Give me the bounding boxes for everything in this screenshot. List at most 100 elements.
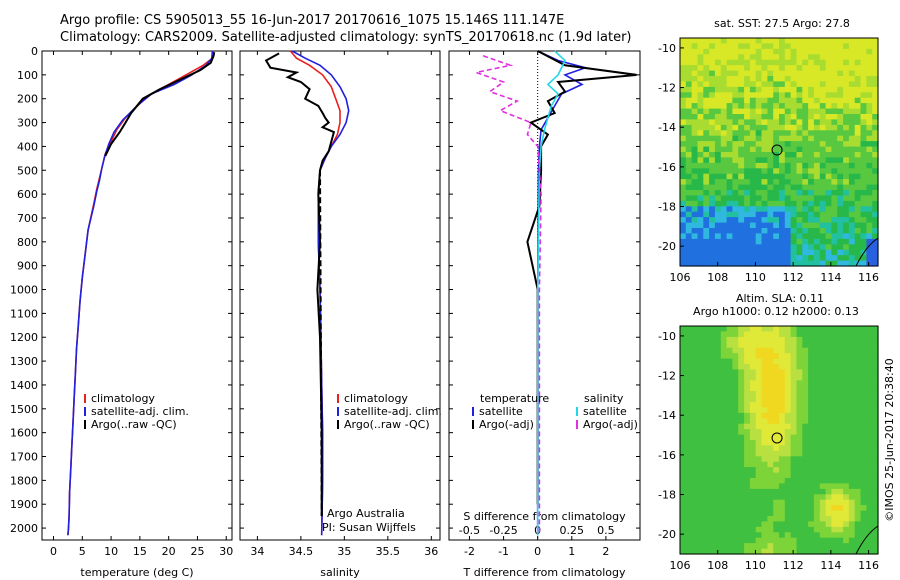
x-tick-label-difference: 2 bbox=[602, 545, 609, 558]
legend-diff-sal-label: satellite bbox=[583, 405, 627, 418]
x-tick-label-salinity: 35 bbox=[337, 545, 351, 558]
map-x-tick-label-sst-map: 110 bbox=[745, 271, 766, 284]
annotation-argo-australia: Argo Australia bbox=[327, 507, 405, 520]
map-y-tick-label-sla-map: -12 bbox=[658, 370, 676, 383]
series-line-temperature-2 bbox=[104, 52, 216, 157]
map-y-tick-label-sst-map: -20 bbox=[658, 240, 676, 253]
y-tick-label: 300 bbox=[17, 117, 38, 130]
x2-axis-label: S difference from climatology bbox=[463, 510, 626, 523]
legend-temperature-label: satellite-adj. clim. bbox=[91, 405, 189, 418]
argo-deep-dashed bbox=[319, 170, 323, 517]
map-y-tick-label-sst-map: -10 bbox=[658, 42, 676, 55]
map-y-tick-label-sla-map: -18 bbox=[658, 489, 676, 502]
x-tick-label-difference: -2 bbox=[464, 545, 475, 558]
map-x-tick-label-sla-map: 108 bbox=[707, 559, 728, 572]
map-sla-map bbox=[680, 326, 879, 555]
y-tick-label: 700 bbox=[17, 212, 38, 225]
coastline bbox=[855, 237, 879, 267]
annotation-pi: PI: Susan Wijffels bbox=[322, 521, 416, 534]
map-frame-sla-map bbox=[679, 325, 879, 555]
map-x-tick-label-sst-map: 112 bbox=[783, 271, 804, 284]
map-x-tick-label-sla-map: 116 bbox=[858, 559, 879, 572]
x-tick-label-difference: -1 bbox=[498, 545, 509, 558]
y-tick-label: 1400 bbox=[10, 379, 38, 392]
x-tick-label-difference: 0 bbox=[534, 545, 541, 558]
argo-position-marker-sst-map bbox=[771, 144, 783, 156]
y-tick-label: 1800 bbox=[10, 474, 38, 487]
map-x-tick-label-sst-map: 106 bbox=[670, 271, 691, 284]
x-tick-label-salinity: 34 bbox=[250, 545, 264, 558]
map-frame-sst-map bbox=[679, 37, 879, 267]
map-x-tick-label-sst-map: 114 bbox=[820, 271, 841, 284]
series-line-difference-2 bbox=[536, 50, 566, 536]
x-axis-label-salinity: salinity bbox=[320, 566, 360, 579]
y-tick-label: 2000 bbox=[10, 522, 38, 535]
x-tick-label-salinity: 34.5 bbox=[289, 545, 314, 558]
legend-diff-salinity-heading: salinity bbox=[584, 392, 624, 405]
map-title-sst: sat. SST: 27.5 Argo: 27.8 bbox=[714, 17, 850, 30]
legend-temperature-label: Argo(..raw -QC) bbox=[91, 418, 177, 431]
series-line-salinity-2 bbox=[264, 52, 336, 517]
y-tick-label: 0 bbox=[31, 45, 38, 58]
x-axis-label-difference: T difference from climatology bbox=[463, 566, 626, 579]
y-tick-label: 1200 bbox=[10, 331, 38, 344]
y-tick-label: 1700 bbox=[10, 451, 38, 464]
map-y-tick-label-sst-map: -14 bbox=[658, 121, 676, 134]
x-tick-label-difference: 1 bbox=[568, 545, 575, 558]
coastline bbox=[855, 525, 879, 555]
y-tick-label: 1000 bbox=[10, 284, 38, 297]
legend-salinity-label: Argo(..raw -QC) bbox=[344, 418, 430, 431]
legend-salinity-label: satellite-adj. clim. bbox=[344, 405, 442, 418]
x-tick-label-temperature: 20 bbox=[162, 545, 176, 558]
map-title-sla: Altim. SLA: 0.11 bbox=[736, 292, 824, 305]
map-x-tick-label-sla-map: 114 bbox=[820, 559, 841, 572]
map-x-tick-label-sla-map: 112 bbox=[783, 559, 804, 572]
legend-diff-temperature-heading: temperature bbox=[480, 392, 549, 405]
map-y-tick-label-sla-map: -10 bbox=[658, 330, 676, 343]
plot-frame-salinity bbox=[239, 50, 441, 541]
x2-tick-label: 0.5 bbox=[597, 524, 615, 537]
map-sst-map bbox=[680, 38, 879, 267]
x-axis-label-temperature: temperature (deg C) bbox=[80, 566, 193, 579]
x2-tick-label: -0.5 bbox=[459, 524, 480, 537]
map-y-tick-label-sla-map: -14 bbox=[658, 409, 676, 422]
legend-diff-temp-label: Argo(-adj) bbox=[479, 418, 534, 431]
plot-frame-temperature bbox=[41, 50, 233, 541]
map-x-tick-label-sst-map: 108 bbox=[707, 271, 728, 284]
map-subtitle-sla: Argo h1000: 0.12 h2000: 0.13 bbox=[693, 305, 859, 318]
x-tick-label-temperature: 15 bbox=[133, 545, 147, 558]
x-tick-label-salinity: 36 bbox=[424, 545, 438, 558]
y-tick-label: 900 bbox=[17, 260, 38, 273]
map-y-tick-label-sla-map: -16 bbox=[658, 449, 676, 462]
x-tick-label-temperature: 10 bbox=[104, 545, 118, 558]
y-tick-label: 800 bbox=[17, 236, 38, 249]
x-tick-label-temperature: 0 bbox=[50, 545, 57, 558]
plot-title-line1: Argo profile: CS 5905013_55 16-Jun-2017 … bbox=[60, 13, 565, 28]
series-line-difference-3 bbox=[473, 55, 542, 536]
y-tick-label: 400 bbox=[17, 140, 38, 153]
x-tick-label-temperature: 25 bbox=[190, 545, 204, 558]
y-tick-label: 1500 bbox=[10, 403, 38, 416]
legend-salinity-label: climatology bbox=[344, 392, 408, 405]
legend-diff-temp-label: satellite bbox=[479, 405, 523, 418]
x-tick-label-temperature: 30 bbox=[219, 545, 233, 558]
y-tick-label: 1100 bbox=[10, 307, 38, 320]
legend-temperature-label: climatology bbox=[91, 392, 155, 405]
y-tick-label: 1600 bbox=[10, 427, 38, 440]
x2-tick-label: -0.25 bbox=[489, 524, 517, 537]
copyright-stamp: ©IMOS 25-Jun-2017 20:38:40 bbox=[883, 358, 896, 522]
legend-diff-sal-label: Argo(-adj) bbox=[583, 418, 638, 431]
y-tick-label: 600 bbox=[17, 188, 38, 201]
map-x-tick-label-sla-map: 106 bbox=[670, 559, 691, 572]
map-y-tick-label-sla-map: -20 bbox=[658, 528, 676, 541]
series-line-difference-1 bbox=[526, 50, 637, 505]
y-tick-label: 100 bbox=[17, 69, 38, 82]
map-y-tick-label-sst-map: -16 bbox=[658, 161, 676, 174]
map-y-tick-label-sst-map: -18 bbox=[658, 201, 676, 214]
plot-title-line2: Climatology: CARS2009. Satellite-adjuste… bbox=[60, 30, 632, 45]
y-tick-label: 1900 bbox=[10, 498, 38, 511]
y-tick-label: 1300 bbox=[10, 355, 38, 368]
y-tick-label: 200 bbox=[17, 93, 38, 106]
argo-position-marker-sla-map bbox=[771, 432, 783, 444]
